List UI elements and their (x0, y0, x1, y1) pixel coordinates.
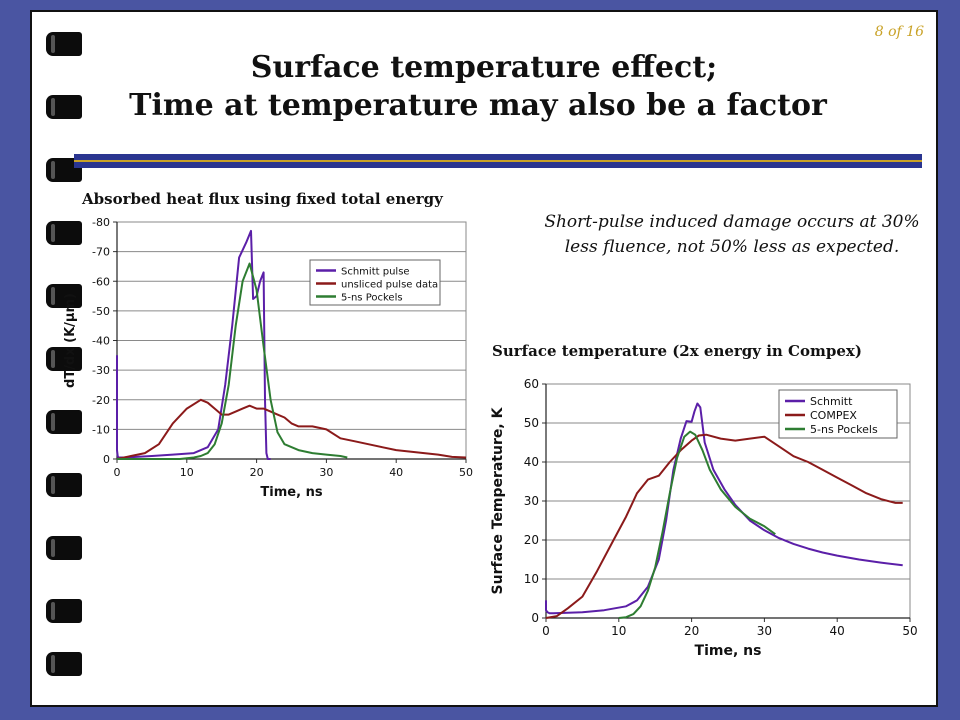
x-tick-label: 50 (902, 624, 917, 638)
y-tick-label: 60 (524, 377, 539, 391)
y-tick-label: 10 (524, 572, 539, 586)
legend-label: unsliced pulse data (341, 280, 438, 291)
series-line-3 (618, 430, 776, 619)
y-tick-label: -30 (92, 364, 110, 377)
y-tick-label: -60 (92, 275, 110, 288)
legend-label: 5-ns Pockels (810, 423, 878, 436)
surface-temperature-chart: 0 10 20 30 40 50 60 0 10 20 30 40 50 Time, ns Surface … (490, 377, 918, 659)
y-tick-label: 20 (524, 533, 539, 547)
binder-ring-icon (46, 473, 82, 497)
series-line-2 (545, 433, 903, 619)
x-tick-label: 30 (319, 466, 333, 479)
legend-label: 5-ns Pockels (341, 293, 403, 304)
y-tick-label: 50 (524, 416, 539, 430)
y-tick-label: -50 (92, 305, 110, 318)
heat-flux-chart: 0 -10 -20 -30 -40 -50 -60 -70 -80 0 10 20 30 40 50 Time… (63, 216, 473, 500)
legend-label: Schmitt (810, 395, 853, 408)
binder-ring-icon (46, 284, 82, 308)
series-line-1 (545, 402, 903, 615)
series-line-3 (117, 262, 348, 460)
y-tick-label: -40 (92, 335, 110, 348)
y-tick-label: 0 (531, 611, 539, 625)
x-axis-label: Time, ns (695, 643, 762, 659)
y-tick-label: -10 (92, 423, 110, 436)
x-tick-label: 10 (180, 466, 194, 479)
x-tick-label: 0 (542, 624, 550, 638)
y-axis-label: Surface Temperature, K (490, 406, 506, 594)
x-axis-label: Time, ns (260, 485, 322, 500)
page-number: 8 of 16 (874, 24, 924, 40)
y-tick-label: 40 (524, 455, 539, 469)
binder-ring-icon (46, 410, 82, 434)
binder-ring-icon (46, 536, 82, 560)
x-tick-label: 30 (757, 624, 772, 638)
binder-ring-icon (46, 652, 82, 676)
x-tick-label: 40 (389, 466, 403, 479)
binder-ring-icon (46, 95, 82, 119)
slide-title: Surface temperature effect; (250, 50, 718, 85)
y-tick-label: -20 (92, 394, 110, 407)
y-tick-label: -70 (92, 246, 110, 259)
y-tick-label: 30 (524, 494, 539, 508)
x-tick-label: 40 (830, 624, 845, 638)
y-axis-label: dT/dx (K/μm) (63, 293, 78, 388)
y-tick-label: 0 (103, 453, 110, 466)
heat-flux-chart-title: Absorbed heat flux using fixed total ene… (82, 190, 443, 208)
x-tick-label: 50 (459, 466, 473, 479)
binder-ring-icon (46, 32, 82, 56)
x-tick-label: 20 (250, 466, 264, 479)
x-tick-label: 20 (684, 624, 699, 638)
binder-ring-icon (46, 599, 82, 623)
surface-temp-chart-title: Surface temperature (2x energy in Compex… (492, 342, 862, 360)
x-tick-label: 10 (611, 624, 626, 638)
binder-ring-icon (46, 347, 82, 371)
slide-subtitle: Time at temperature may also be a factor (129, 88, 827, 123)
legend-label: COMPEX (810, 409, 857, 422)
damage-note: Short-pulse induced damage occurs at 30%… (544, 212, 920, 257)
legend-label: Schmitt pulse (341, 267, 410, 278)
y-tick-label: -80 (92, 216, 110, 229)
title-divider (74, 154, 922, 168)
series-line-2 (116, 398, 467, 460)
x-tick-label: 0 (114, 466, 121, 479)
binder-ring-icon (46, 221, 82, 245)
